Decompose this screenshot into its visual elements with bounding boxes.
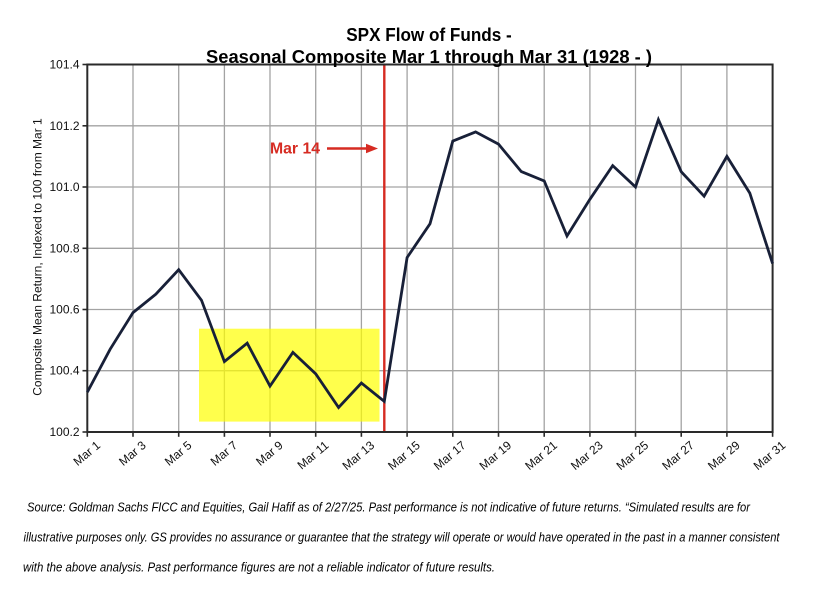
svg-text:101.4: 101.4 — [49, 58, 79, 72]
svg-text:illustrative purposes only. GS: illustrative purposes only. GS provides … — [24, 530, 781, 545]
svg-text:Composite Mean Return, Indexed: Composite Mean Return, Indexed to 100 fr… — [31, 118, 45, 396]
svg-text:100.4: 100.4 — [49, 364, 79, 378]
svg-text:100.6: 100.6 — [49, 303, 79, 317]
svg-text:101.2: 101.2 — [49, 119, 79, 133]
svg-text:101.0: 101.0 — [49, 180, 79, 194]
svg-text:Mar 14: Mar 14 — [270, 141, 320, 158]
svg-text:SPX Flow of Funds -: SPX Flow of Funds - — [346, 25, 512, 45]
svg-text:Source: Goldman Sachs FICC and: Source: Goldman Sachs FICC and Equities,… — [27, 500, 751, 515]
svg-text:100.8: 100.8 — [49, 241, 79, 255]
svg-text:with the above analysis. Past: with the above analysis. Past performanc… — [23, 560, 495, 575]
svg-text:100.2: 100.2 — [49, 425, 79, 439]
svg-text:Seasonal Composite Mar 1 throu: Seasonal Composite Mar 1 through Mar 31 … — [206, 47, 652, 67]
